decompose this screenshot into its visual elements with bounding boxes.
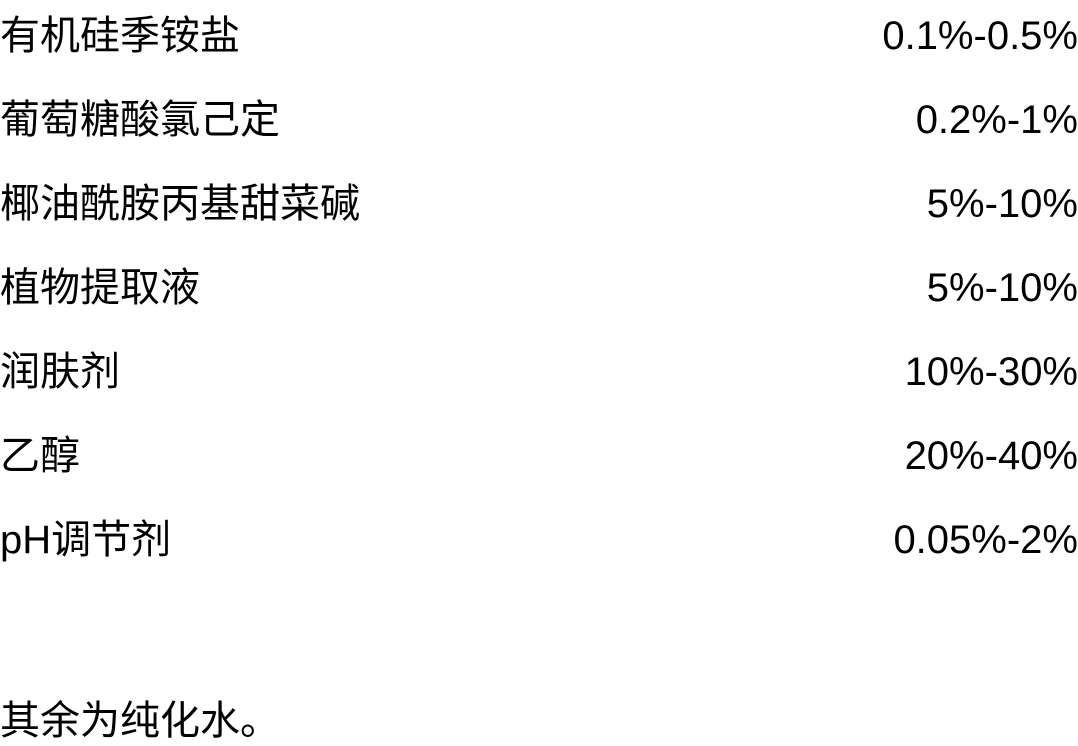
- range-cell: 5%-10%: [927, 182, 1078, 227]
- table-row: 葡萄糖酸氯己定 0.2%-1%: [0, 87, 1078, 145]
- ingredient-cell: 乙醇: [0, 423, 80, 481]
- ingredient-cell: 椰油酰胺丙基甜菜碱: [0, 171, 360, 229]
- table-row: 润肤剂 10%-30%: [0, 339, 1078, 397]
- range-cell: 10%-30%: [905, 350, 1078, 395]
- range-cell: 20%-40%: [905, 434, 1078, 479]
- ingredient-cell: 植物提取液: [0, 255, 200, 313]
- table-row: 有机硅季铵盐 0.1%-0.5%: [0, 3, 1078, 61]
- ingredient-cell: 有机硅季铵盐: [0, 3, 240, 61]
- table-row: 椰油酰胺丙基甜菜碱 5%-10%: [0, 171, 1078, 229]
- footer-text: 其余为纯化水。: [0, 688, 280, 746]
- table-row: 乙醇 20%-40%: [0, 423, 1078, 481]
- range-cell: 0.2%-1%: [916, 98, 1078, 143]
- table-footer-row: 其余为纯化水。: [0, 688, 1078, 746]
- ingredient-cell: 葡萄糖酸氯己定: [0, 87, 280, 145]
- ingredient-cell: pH调节剂: [0, 507, 171, 565]
- ingredient-cell: 润肤剂: [0, 339, 120, 397]
- range-cell: 0.05%-2%: [893, 518, 1078, 563]
- ingredient-prefix-latin: pH: [0, 518, 51, 562]
- range-cell: 0.1%-0.5%: [882, 14, 1078, 59]
- ingredient-suffix-cjk: 调节剂: [51, 517, 171, 562]
- table-row: 植物提取液 5%-10%: [0, 255, 1078, 313]
- range-cell: 5%-10%: [927, 266, 1078, 311]
- table-row: pH调节剂 0.05%-2%: [0, 507, 1078, 565]
- page: 有机硅季铵盐 0.1%-0.5% 葡萄糖酸氯己定 0.2%-1% 椰油酰胺丙基甜…: [0, 0, 1078, 742]
